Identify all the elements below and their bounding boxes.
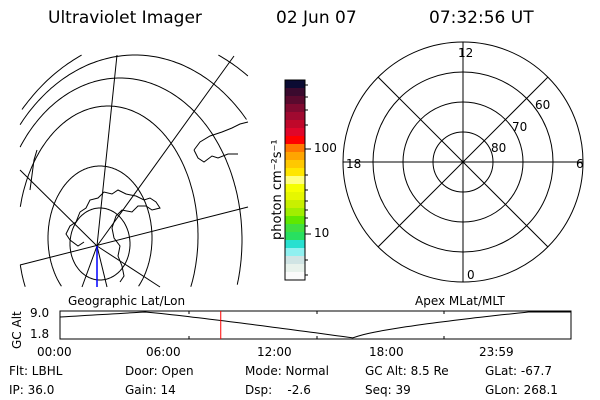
gain-status: Gain: 14	[125, 383, 176, 397]
colorbar-band	[285, 224, 305, 233]
colorbar-band	[285, 264, 305, 273]
latitude-circle	[19, 105, 199, 236]
colorbar-band	[285, 240, 305, 249]
longitude-line	[96, 245, 108, 288]
colorbar-band	[285, 112, 305, 121]
longitude-line	[96, 55, 235, 247]
colorbar-band	[285, 152, 305, 161]
latitude-circle	[190, 236, 199, 287]
latitude-circle	[21, 54, 82, 110]
latitude-circle	[138, 238, 153, 287]
time-label: 07:32:56 UT	[429, 8, 534, 28]
time-tick: 18:00	[369, 345, 404, 359]
ip-status: IP: 36.0	[9, 383, 55, 397]
colorbar-band	[285, 216, 305, 225]
mlat-label-70: 70	[512, 120, 528, 134]
geographic-label: Geographic Lat/Lon	[68, 294, 186, 308]
longitude-line	[96, 54, 118, 247]
latitude-circle	[69, 207, 131, 281]
longitude-line	[81, 245, 98, 288]
altitude-ylabel: GC Alt	[10, 311, 24, 349]
colorbar-band	[285, 104, 305, 113]
colorbar-band	[285, 208, 305, 217]
longitude-line	[19, 206, 249, 266]
gc-alt-status: GC Alt: 8.5 Re	[365, 364, 449, 378]
altitude-x-ticks	[188, 311, 445, 339]
colorbar-band	[285, 232, 305, 241]
glat-status: GLat: -67.7	[485, 364, 552, 378]
colorbar-band	[285, 80, 305, 89]
geographic-map	[19, 54, 249, 288]
time-tick: 23:59	[479, 345, 514, 359]
colorbar-tick-100: 100	[314, 141, 337, 155]
longitude-line	[19, 169, 98, 247]
colorbar-band	[285, 136, 305, 145]
colorbar	[285, 80, 305, 281]
colorbar-band	[285, 88, 305, 97]
mlat-label-80: 80	[491, 141, 507, 155]
colorbar-tick-10: 10	[314, 226, 330, 240]
colorbar-band	[285, 272, 305, 281]
coastline	[65, 189, 161, 283]
colorbar-band	[285, 120, 305, 129]
mlat-label-60: 60	[535, 98, 551, 112]
colorbar-label: photon cm⁻²s⁻¹	[270, 139, 285, 240]
latitude-circle	[19, 265, 26, 287]
colorbar-frame	[284, 79, 306, 281]
colorbar-ticks	[305, 84, 311, 276]
latitude-circle	[19, 77, 243, 240]
colorbar-band	[285, 128, 305, 137]
mlt-label-6: 6	[576, 157, 584, 171]
mlt-label-12: 12	[458, 46, 474, 60]
mode-status: Mode: Normal	[245, 364, 329, 378]
colorbar-band	[285, 176, 305, 185]
coastline	[29, 149, 38, 191]
altitude-tick-bottom: 1.8	[30, 327, 50, 341]
apex-label: Apex MLat/MLT	[415, 294, 505, 308]
latitude-circle	[218, 54, 249, 77]
latitude-circle	[236, 240, 243, 285]
time-tick: 06:00	[146, 345, 181, 359]
coastline	[193, 121, 249, 163]
glon-status: GLon: 268.1	[485, 383, 558, 397]
seq-status: Seq: 39	[365, 383, 411, 397]
colorbar-band	[285, 144, 305, 153]
instrument-title: Ultraviolet Imager	[48, 8, 202, 28]
filter-status: Flt: LBHL	[9, 364, 63, 378]
time-tick: 00:00	[37, 345, 72, 359]
altitude-plot-frame	[59, 310, 572, 340]
colorbar-band	[285, 168, 305, 177]
colorbar-band	[285, 200, 305, 209]
dsp-status: Dsp: -2.6	[245, 383, 311, 397]
colorbar-band	[285, 192, 305, 201]
colorbar-band	[285, 160, 305, 169]
door-status: Door: Open	[125, 364, 194, 378]
altitude-curve	[59, 311, 571, 339]
apex-polar-grid	[342, 41, 584, 283]
mlt-label-0: 0	[467, 268, 475, 282]
time-tick: 12:00	[257, 345, 292, 359]
colorbar-band	[285, 248, 305, 257]
altitude-tick-top: 9.0	[30, 306, 50, 320]
mlt-label-18: 18	[346, 157, 362, 171]
latitude-circle	[47, 165, 153, 287]
colorbar-band	[285, 184, 305, 193]
date-label: 02 Jun 07	[276, 8, 357, 28]
colorbar-band	[285, 96, 305, 105]
colorbar-band	[285, 256, 305, 265]
latitude-circle	[19, 54, 247, 125]
longitude-line	[96, 245, 161, 288]
